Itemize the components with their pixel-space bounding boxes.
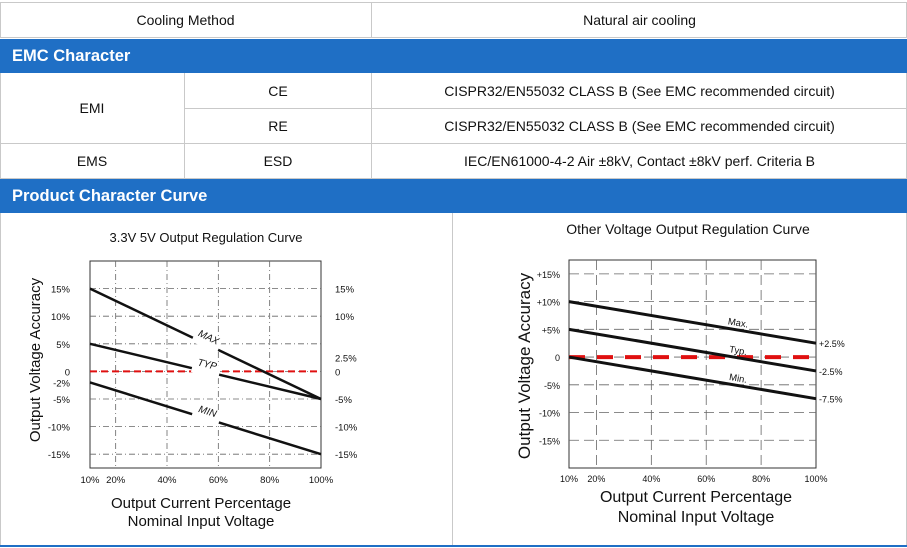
chart2-x-tick: 10% [560,474,578,484]
emc-character-title: EMC Character [12,46,131,65]
ems-esd-value: IEC/EN61000-4-2 Air ±8kV, Contact ±8kV p… [372,144,907,178]
chart2-series-typ [568,327,817,373]
chart2-y-tick-left: +15% [537,270,560,280]
chart2-xlabel: Output Current Percentage [600,489,792,506]
chart1-y-tick-right: -5% [335,395,352,406]
chart1-y-tick-left: 0 [65,367,70,378]
chart1-label-gap [190,405,222,427]
emi-label: EMI [0,73,184,143]
chart1-y-tick-right: -15% [335,450,358,461]
chart1-y-tick-left: -10% [48,423,71,434]
emc-character-header: EMC Character [0,39,907,73]
chart1-series-label: TYP [196,357,218,372]
chart-3v3-5v-regulation: 3.3V 5V Output Regulation Curve 10% 20% 40… [27,230,358,530]
chart1-y-tick-left: -2% [53,378,70,389]
chart1-y-tick-right: 2.5% [335,354,357,365]
chart1-series-label: MIN [197,404,219,420]
chart1-label-gap [190,359,222,379]
chart1-x-tick: 40% [157,475,177,486]
chart2-x-tick: 100% [804,474,827,484]
emi-ce-test: CE [185,73,371,108]
chart2-y-tick-right: -7.5% [819,395,843,405]
chart2-series-max [568,300,817,345]
product-curve-header: Product Character Curve [0,179,907,213]
chart2-x-tick: 40% [642,474,660,484]
chart1-x-tick: 60% [209,475,229,486]
chart2-x-tick: 80% [752,474,770,484]
chart2-title: Other Voltage Output Regulation Curve [566,221,810,237]
chart2-frame [568,259,817,469]
chart1-y-tick-left: -15% [48,450,71,461]
emi-ce-value: CISPR32/EN55032 CLASS B (See EMC recomme… [372,73,907,108]
chart2-y-tick-right: -2.5% [819,367,843,377]
chart1-y-tick-left: 10% [51,312,71,323]
chart2-y-tick-right: +2.5% [819,339,845,349]
chart1-y-tick-right: 10% [335,312,355,323]
chart1-xlabel2: Nominal Input Voltage [128,513,275,530]
chart1-y-tick-right: 0 [335,367,340,378]
chart1-y-tick-right: -10% [335,423,358,434]
chart2-series-label: Max. [727,316,749,330]
chart1-y-tick-left: 5% [56,340,70,351]
chart-other-voltage-regulation: Other Voltage Output Regulation Curve 10… [515,221,845,526]
chart2-xlabel2: Nominal Input Voltage [618,509,775,526]
chart2-x-tick: 20% [587,474,605,484]
chart2-ylabel: Output Voltage Accuracy [515,272,534,459]
chart1-y-tick-left: -5% [53,395,70,406]
chart2-y-tick-left: +10% [537,298,560,308]
ems-label: EMS [0,144,184,178]
chart2-y-tick-left: +5% [542,325,560,335]
chart1-label-gap [191,329,223,354]
chart2-series-label: Typ. [728,344,748,358]
chart1-x-tick: 10% [80,475,100,486]
chart1-title: 3.3V 5V Output Regulation Curve [110,230,303,245]
chart1-frame [89,260,322,469]
chart2-y-tick-left: -5% [544,381,560,391]
chart2-x-tick: 60% [697,474,715,484]
cooling-method-value: Natural air cooling [372,3,907,37]
chart1-xlabel: Output Current Percentage [111,495,291,512]
chart2-series-min [568,355,817,401]
chart1-ylabel: Output Voltage Accuracy [27,277,44,442]
emi-re-value: CISPR32/EN55032 CLASS B (See EMC recomme… [372,109,907,143]
ems-esd-test: ESD [185,144,371,178]
chart1-y-tick-left: 15% [51,285,71,296]
chart2-y-tick-left: -10% [539,409,560,419]
emi-re-test: RE [185,109,371,143]
chart1-y-tick-right: 15% [335,285,355,296]
chart1-x-tick: 20% [106,475,126,486]
chart2-y-tick-left: 0 [555,353,560,363]
chart2-series-label: Min. [728,372,748,386]
product-curve-title: Product Character Curve [12,186,208,205]
chart1-x-tick: 80% [260,475,280,486]
chart1-x-tick: 100% [309,475,334,486]
cooling-method-label: Cooling Method [0,3,371,37]
chart2-y-tick-left: -15% [539,436,560,446]
